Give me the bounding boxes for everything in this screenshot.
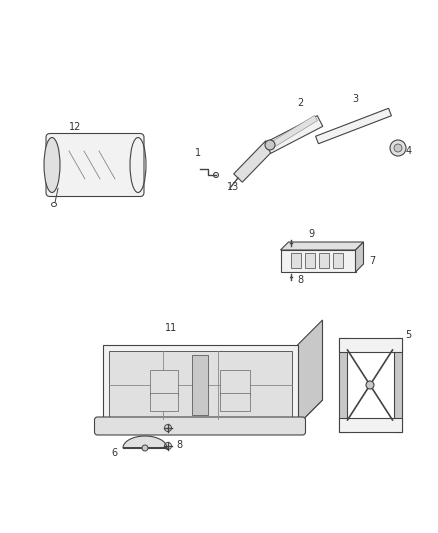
Text: 3: 3 bbox=[352, 94, 358, 104]
Bar bbox=[150, 370, 178, 395]
Text: 8: 8 bbox=[297, 275, 303, 285]
FancyBboxPatch shape bbox=[46, 133, 144, 197]
Ellipse shape bbox=[366, 381, 374, 389]
Polygon shape bbox=[123, 436, 167, 448]
Polygon shape bbox=[265, 116, 323, 154]
Ellipse shape bbox=[44, 138, 60, 192]
Bar bbox=[291, 253, 301, 268]
Bar bbox=[343, 420, 398, 430]
Bar bbox=[339, 338, 346, 432]
Text: 4: 4 bbox=[406, 146, 412, 156]
Bar bbox=[192, 355, 208, 415]
Text: 8: 8 bbox=[176, 440, 182, 450]
Polygon shape bbox=[234, 141, 274, 182]
Text: 6: 6 bbox=[111, 448, 117, 458]
Bar bbox=[339, 338, 402, 352]
Ellipse shape bbox=[142, 445, 148, 451]
Bar bbox=[343, 340, 398, 350]
Text: 12: 12 bbox=[69, 123, 81, 133]
Bar bbox=[333, 253, 343, 268]
Text: 2: 2 bbox=[297, 98, 303, 108]
Bar bbox=[220, 393, 250, 411]
Bar bbox=[393, 338, 402, 432]
Text: 13: 13 bbox=[227, 182, 239, 192]
Polygon shape bbox=[102, 400, 322, 425]
Bar bbox=[319, 253, 329, 268]
FancyBboxPatch shape bbox=[95, 417, 305, 435]
Bar bbox=[305, 253, 315, 268]
Polygon shape bbox=[280, 242, 364, 250]
Polygon shape bbox=[356, 242, 364, 272]
Bar bbox=[220, 370, 250, 395]
Bar bbox=[109, 351, 292, 419]
Bar bbox=[339, 418, 402, 432]
Polygon shape bbox=[315, 108, 392, 144]
Polygon shape bbox=[270, 116, 318, 148]
Bar bbox=[150, 393, 178, 411]
Text: 7: 7 bbox=[370, 256, 376, 266]
Text: 10: 10 bbox=[176, 414, 188, 424]
Text: 5: 5 bbox=[406, 330, 412, 340]
Polygon shape bbox=[297, 320, 322, 425]
Text: 1: 1 bbox=[195, 148, 201, 158]
Text: 9: 9 bbox=[308, 229, 314, 239]
Ellipse shape bbox=[394, 144, 402, 152]
Text: 11: 11 bbox=[165, 323, 177, 333]
Polygon shape bbox=[102, 345, 297, 425]
Bar bbox=[280, 250, 356, 272]
Ellipse shape bbox=[265, 140, 275, 150]
Ellipse shape bbox=[390, 140, 406, 156]
